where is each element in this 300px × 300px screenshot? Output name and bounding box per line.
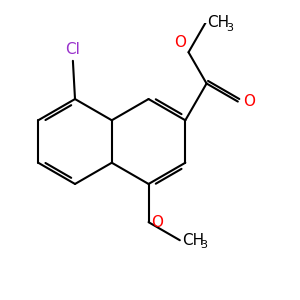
Text: O: O [243,94,255,109]
Text: 3: 3 [200,240,207,250]
Text: O: O [151,215,163,230]
Text: CH: CH [208,15,230,30]
Text: O: O [174,35,186,50]
Text: Cl: Cl [65,42,80,57]
Text: CH: CH [182,233,204,248]
Text: 3: 3 [226,23,233,33]
